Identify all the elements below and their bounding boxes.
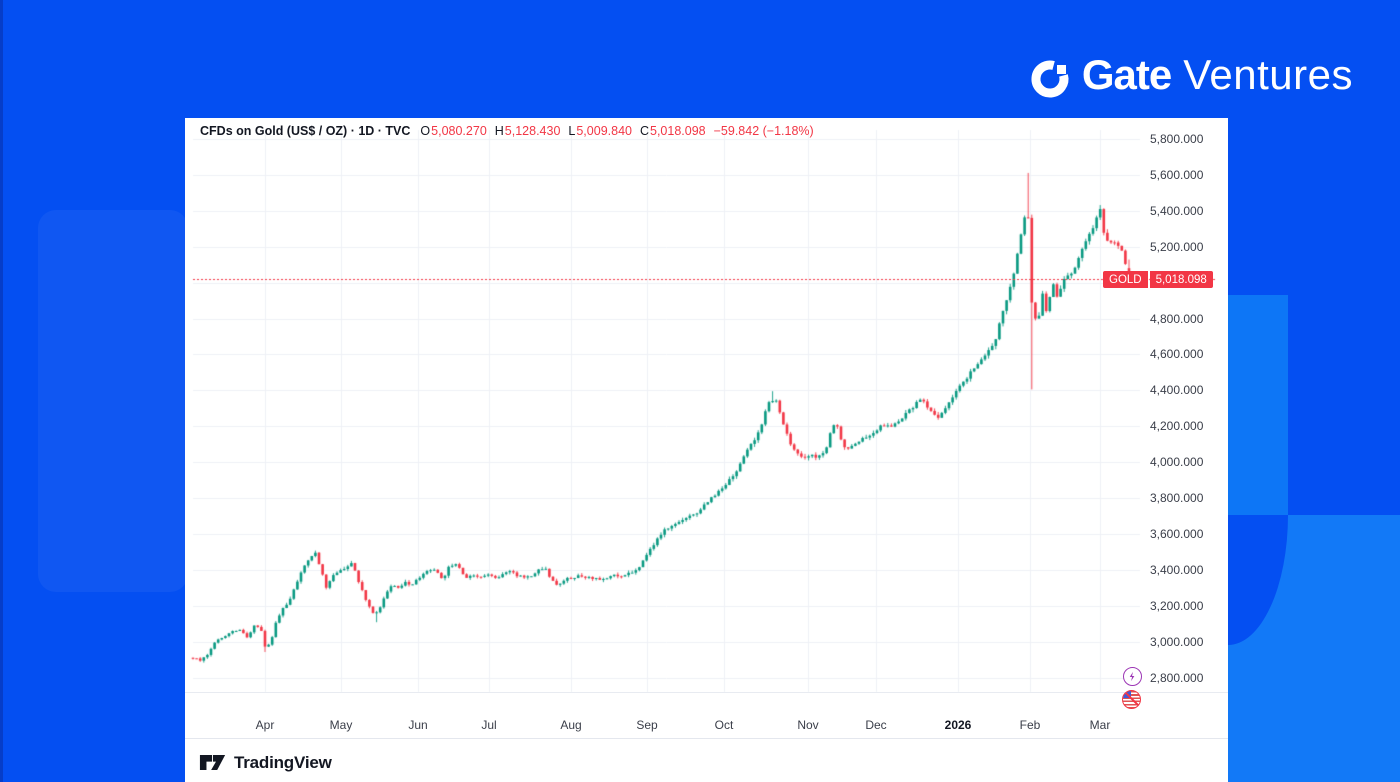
x-axis-label: Sep bbox=[636, 718, 658, 732]
change-value: −59.842 (−1.18%) bbox=[713, 124, 814, 138]
bg-rounded-rect-left bbox=[38, 210, 188, 592]
tradingview-label: TradingView bbox=[234, 752, 332, 772]
time-axis-bottom-border bbox=[185, 738, 1228, 739]
x-axis-label: Mar bbox=[1089, 718, 1111, 732]
tradingview-logo[interactable]: TradingView bbox=[199, 752, 332, 773]
y-axis-label: 4,200.000 bbox=[1150, 419, 1204, 434]
y-axis-label: 3,200.000 bbox=[1150, 598, 1204, 613]
x-axis-label: Aug bbox=[560, 718, 582, 732]
lightning-bolt-glyph bbox=[1129, 671, 1135, 682]
y-axis-label: 2,800.000 bbox=[1150, 670, 1204, 685]
no-entry-slash bbox=[1123, 691, 1140, 708]
lightning-events-icon[interactable] bbox=[1123, 667, 1142, 686]
y-axis-label: 5,400.000 bbox=[1150, 203, 1204, 218]
y-axis-label: 3,600.000 bbox=[1150, 526, 1204, 541]
price-tag-symbol: GOLD bbox=[1103, 271, 1148, 288]
gate-logo-text: Gate bbox=[1081, 51, 1172, 98]
ohlc-low: L 5,009.840 bbox=[568, 124, 632, 138]
x-axis-label: 2026 bbox=[944, 718, 972, 732]
x-axis-label: May bbox=[329, 718, 353, 732]
y-axis-label: 5,600.000 bbox=[1150, 167, 1204, 182]
gate-ventures-logo: Gate Ventures bbox=[1027, 50, 1353, 100]
x-axis-label: Nov bbox=[797, 718, 819, 732]
x-axis-label: Jul bbox=[481, 718, 497, 732]
x-axis-label: Jun bbox=[408, 718, 428, 732]
last-price-tag: GOLD 5,018.098 bbox=[1103, 271, 1213, 288]
x-axis-label: Dec bbox=[865, 718, 887, 732]
bg-shape-column bbox=[1228, 295, 1288, 515]
x-axis-label: Apr bbox=[255, 718, 275, 732]
y-axis-label: 4,600.000 bbox=[1150, 347, 1204, 362]
ohlc-high: H 5,128.430 bbox=[494, 124, 561, 138]
y-axis-label: 5,200.000 bbox=[1150, 239, 1204, 254]
y-axis-label: 4,000.000 bbox=[1150, 455, 1204, 470]
time-axis-top-border bbox=[185, 692, 1228, 693]
chart-legend[interactable]: CFDs on Gold (US$ / OZ) · 1D · TVC O 5,08… bbox=[200, 124, 814, 138]
y-axis-label: 3,800.000 bbox=[1150, 491, 1204, 505]
flag-events-icon[interactable] bbox=[1122, 690, 1141, 709]
symbol-title[interactable]: CFDs on Gold (US$ / OZ) · 1D · TVC bbox=[200, 124, 411, 138]
ohlc-close: C 5,018.098 bbox=[639, 124, 706, 138]
y-axis-label: 3,400.000 bbox=[1150, 562, 1204, 577]
bg-left-edge-strip bbox=[0, 0, 3, 782]
y-axis-label: 4,800.000 bbox=[1150, 311, 1204, 326]
gate-logo-icon bbox=[1031, 60, 1069, 98]
x-axis-label: Oct bbox=[714, 718, 734, 732]
price-tag-value: 5,018.098 bbox=[1149, 271, 1213, 288]
y-axis-label: 5,800.000 bbox=[1150, 132, 1204, 146]
candlestick-chart-canvas[interactable] bbox=[185, 118, 1228, 782]
x-axis-label: Feb bbox=[1019, 718, 1041, 732]
tradingview-icon bbox=[199, 755, 226, 770]
chart-panel: CFDs on Gold (US$ / OZ) · 1D · TVC O 5,08… bbox=[185, 118, 1228, 782]
y-axis-label: 3,000.000 bbox=[1150, 634, 1204, 649]
gate-ventures-text: Ventures bbox=[1183, 51, 1353, 98]
y-axis-label: 4,400.000 bbox=[1150, 383, 1204, 398]
ohlc-open: O 5,080.270 bbox=[420, 124, 487, 138]
